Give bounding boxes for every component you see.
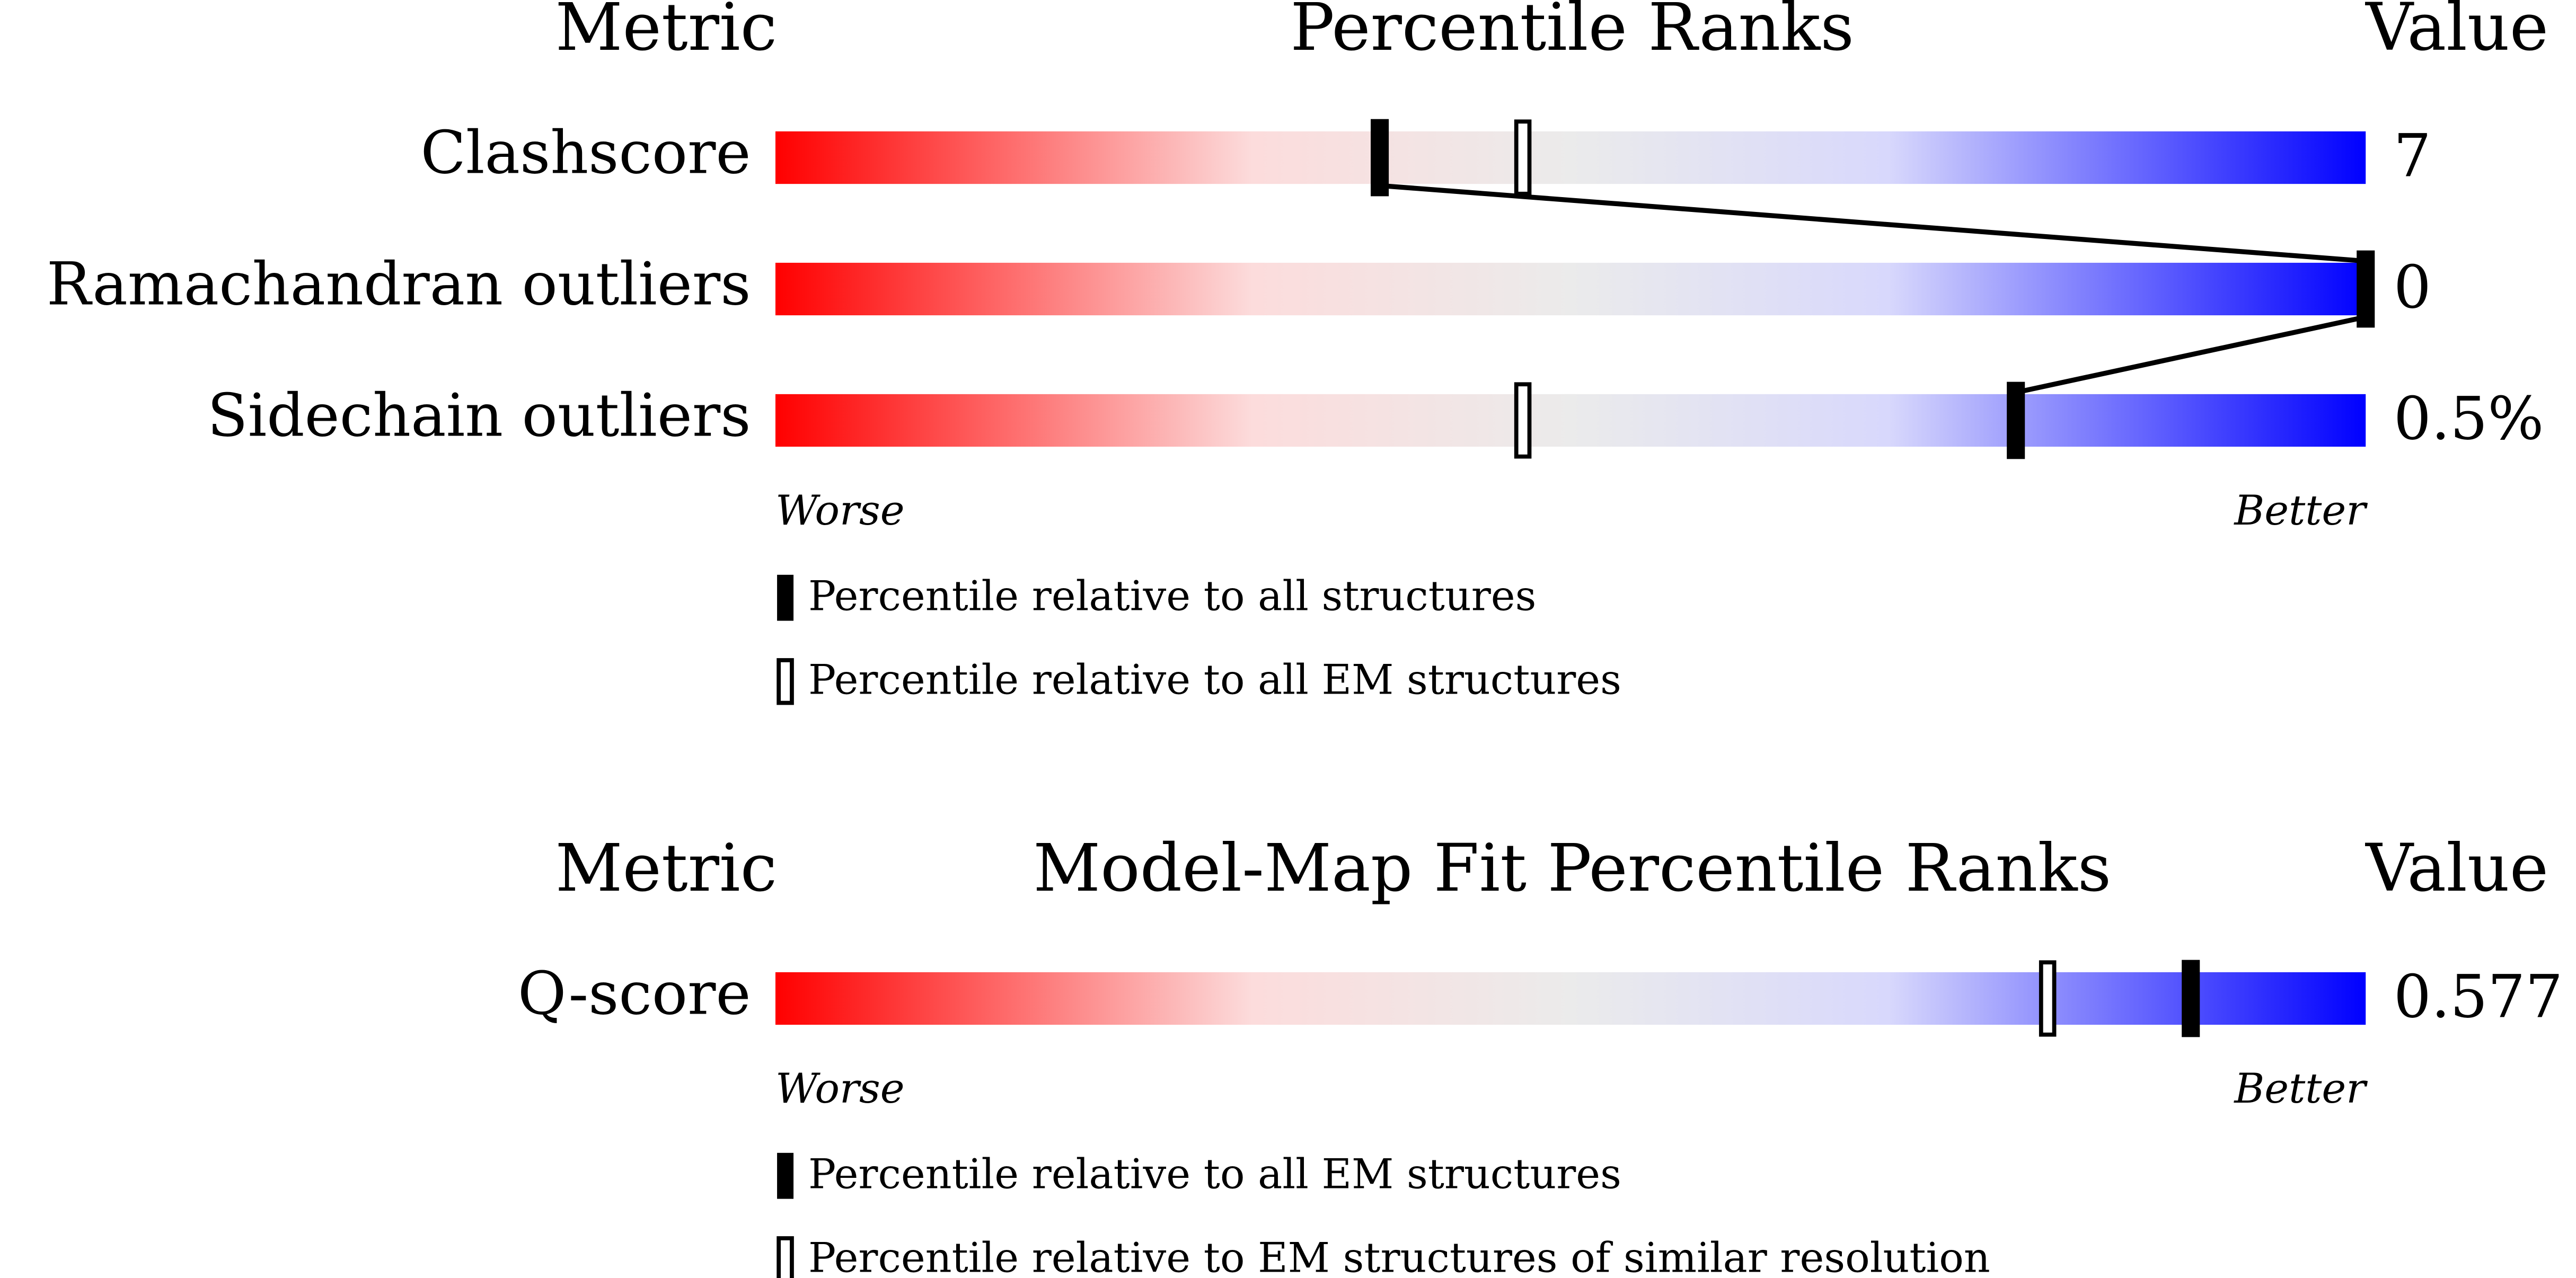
slider-bar	[775, 131, 2366, 184]
metric-value: 0.5%	[2394, 385, 2544, 454]
better-label: Better	[2233, 1065, 2368, 1113]
connector	[2015, 314, 2367, 395]
marker-open	[2039, 960, 2057, 1037]
slider-bar	[775, 262, 2366, 316]
connector	[1379, 183, 2366, 264]
legend-swatch	[777, 658, 794, 705]
slider-bar	[775, 394, 2366, 447]
marker-filled	[2182, 960, 2200, 1037]
metric-value: 0.577	[2394, 963, 2563, 1032]
worse-label: Worse	[775, 1065, 905, 1113]
chart-title: Model-Map Fit Percentile Ranks	[1033, 830, 2111, 907]
better-label: Better	[2233, 487, 2368, 535]
marker-filled	[2357, 250, 2375, 328]
legend-label: Percentile relative to all EM structures	[808, 656, 1621, 704]
legend-label: Percentile relative to all EM structures	[808, 1150, 1621, 1198]
metric-header: Metric	[555, 0, 777, 66]
slider-bar	[775, 972, 2366, 1025]
marker-filled	[2007, 381, 2025, 459]
legend-swatch	[777, 1236, 794, 1278]
metric-label: Q-score	[518, 959, 751, 1028]
legend-label: Percentile relative to all structures	[808, 572, 1536, 620]
metric-label: Ramachandran outliers	[47, 250, 751, 319]
value-header: Value	[2365, 0, 2548, 66]
marker-open	[1514, 119, 1532, 196]
metric-header: Metric	[555, 830, 777, 907]
legend-swatch	[777, 1152, 794, 1199]
metric-value: 7	[2394, 122, 2431, 191]
legend-label: Percentile relative to EM structures of …	[808, 1234, 1990, 1278]
marker-open	[1514, 382, 1532, 459]
legend-swatch	[777, 574, 794, 621]
metric-label: Sidechain outliers	[207, 381, 751, 450]
chart-title: Percentile Ranks	[1290, 0, 1854, 66]
value-header: Value	[2365, 830, 2548, 907]
marker-filled	[1371, 119, 1389, 197]
metric-value: 0	[2394, 253, 2431, 322]
worse-label: Worse	[775, 487, 905, 535]
metric-label: Clashscore	[420, 119, 751, 188]
